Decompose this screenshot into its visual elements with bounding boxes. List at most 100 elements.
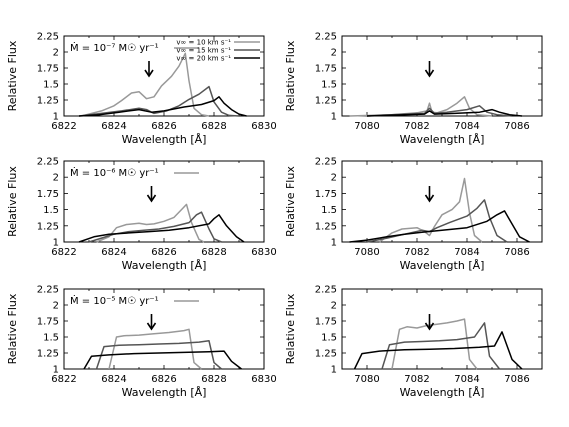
mass-loss-rate-label: Ṁ = 10⁻⁵ M☉ yr⁻¹ [70,294,159,307]
x-tick-label: 6822 [51,247,76,258]
y-tick-label: 1.5 [321,205,337,216]
x-axis-label: Wavelength [Å] [122,133,207,146]
y-axis-label: Relative Flux [6,166,19,237]
x-axis-label: Wavelength [Å] [400,386,485,399]
x-tick-label: 7084 [454,121,479,132]
x-tick-label: 7086 [504,247,529,258]
x-tick-label: 6822 [51,374,76,385]
x-axis-label: Wavelength [Å] [400,259,485,272]
y-tick-label: 1.75 [37,189,59,200]
down-arrow-icon [424,61,435,78]
x-tick-label: 7080 [354,121,379,132]
y-axis-label: Relative Flux [6,293,19,364]
y-tick-label: 1 [331,238,337,249]
series-line-20kms [78,96,247,117]
y-tick-label: 1.5 [321,80,337,91]
y-tick-label: 2.25 [37,285,59,296]
y-tick-label: 2 [331,48,337,59]
x-tick-label: 6830 [251,247,276,258]
x-tick-label: 7084 [454,247,479,258]
mass-loss-rate-label: Ṁ = 10⁻⁷ M☉ yr⁻¹ [70,41,159,54]
y-tick-label: 1.75 [37,64,59,75]
x-tick-label: 7084 [454,374,479,385]
x-axis-label: Wavelength [Å] [122,259,207,272]
y-tick-label: 1.25 [37,96,59,107]
y-tick-label: 1.25 [37,349,59,360]
y-tick-label: 2 [53,48,59,59]
y-axis-label: Relative Flux [6,40,19,111]
mass-loss-rate-label: Ṁ = 10⁻⁶ M☉ yr⁻¹ [70,166,159,179]
y-tick-label: 2 [331,301,337,312]
x-tick-label: 7080 [354,374,379,385]
y-tick-label: 1.75 [315,189,337,200]
down-arrow-icon [144,61,154,78]
down-arrow-icon [424,186,435,203]
x-tick-label: 7080 [354,247,379,258]
y-tick-label: 1.75 [315,317,337,328]
x-tick-label: 6828 [201,247,226,258]
y-tick-label: 1.25 [315,221,337,232]
x-tick-label: 6826 [151,121,176,132]
y-axis-label: Relative Flux [284,40,297,111]
y-tick-label: 1 [53,112,59,123]
y-tick-label: 1.25 [37,221,59,232]
x-tick-label: 7086 [504,374,529,385]
series-line-20kms [78,214,245,243]
plot-frame [341,35,543,117]
x-tick-label: 7086 [504,121,529,132]
series-line-10kms [379,177,483,243]
y-tick-label: 1.5 [43,333,59,344]
x-tick-label: 7082 [404,247,429,258]
x-tick-label: 6824 [101,247,126,258]
down-arrow-icon [146,186,157,203]
x-tick-label: 6830 [251,374,276,385]
legend-entry-label: v∞ = 10 km s⁻¹ [176,39,231,47]
y-tick-label: 2 [53,301,59,312]
panel-bottom-right: 1 1.25 1.5 1.75 2 2.25 7080 7082 7084 7086 Wavelen… [284,285,543,399]
series-line-20kms [349,210,530,243]
panel-top-right: 1 1.25 1.5 1.75 2 2.25 7080 7082 7084 7086 Wavelen… [284,32,543,146]
legend-entry-label: v∞ = 20 km s⁻¹ [176,55,231,63]
y-tick-label: 1.5 [43,205,59,216]
legend: v∞ = 10 km s⁻¹v∞ = 15 km s⁻¹v∞ = 20 km s… [176,39,260,63]
series-line-20kms [353,331,523,370]
panel-middle-left: 1 1.25 1.5 1.75 2 2.25 6822 6824 6826 6828 6830 Wav… [6,157,277,273]
x-tick-label: 6830 [251,121,276,132]
x-tick-label: 6828 [201,121,226,132]
y-tick-label: 1.5 [321,333,337,344]
x-tick-label: 7082 [404,121,429,132]
y-tick-label: 2 [331,173,337,184]
x-tick-label: 6826 [151,374,176,385]
y-axis-label: Relative Flux [284,293,297,364]
panel-bottom-left: 1 1.25 1.5 1.75 2 2.25 6822 6824 6826 6828 6830 Wav… [6,285,277,400]
y-tick-label: 2.25 [315,32,337,43]
y-tick-label: 1 [331,112,337,123]
series-line-15kms [78,85,240,117]
x-tick-label: 6824 [101,374,126,385]
y-tick-label: 2.25 [315,285,337,296]
series-line-10kms [81,52,210,117]
y-tick-label: 1 [53,238,59,249]
down-arrow-icon [424,314,435,331]
series-line-10kms [391,318,478,370]
series-line-10kms [96,203,205,243]
y-tick-label: 1.5 [43,80,59,91]
y-tick-label: 2.25 [315,157,337,168]
x-tick-label: 6822 [51,121,76,132]
x-tick-label: 6824 [101,121,126,132]
y-tick-label: 1 [331,365,337,376]
plot-frame [341,288,543,370]
y-tick-label: 2 [53,173,59,184]
y-tick-label: 1.75 [315,64,337,75]
x-tick-label: 7082 [404,374,429,385]
y-tick-label: 1.25 [315,96,337,107]
down-arrow-icon [146,314,157,331]
x-axis-label: Wavelength [Å] [400,133,485,146]
y-tick-label: 2.25 [37,157,59,168]
legend-entry-label: v∞ = 15 km s⁻¹ [176,47,231,55]
series-line-20kms [366,108,523,117]
x-axis-label: Wavelength [Å] [122,386,207,399]
panel-top-left: 1 1.25 1.5 1.75 2 2.25 6822 6824 6826 6828 6830 Wav… [6,32,277,147]
panel-middle-right: 1 1.25 1.5 1.75 2 2.25 7080 7082 7084 7086 Wavelen… [284,157,543,272]
